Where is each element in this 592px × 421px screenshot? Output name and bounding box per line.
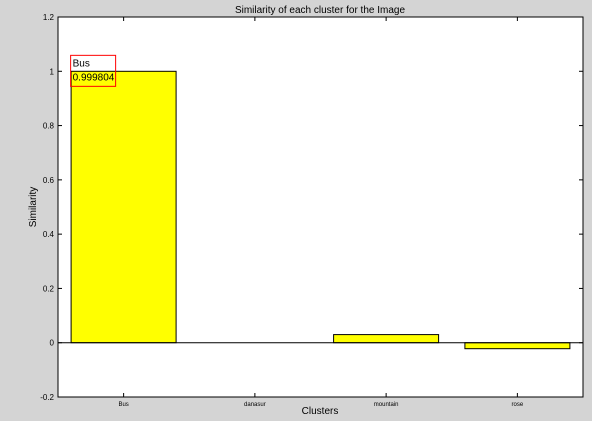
data-tip-box [70, 54, 117, 87]
bar-mountain [333, 334, 440, 344]
data-tip-value: 0.999804 [73, 72, 115, 83]
y-tick-label: 0.2 [43, 284, 55, 293]
x-tick-label: danasur [244, 402, 266, 408]
x-tick-label: rose [512, 402, 524, 408]
x-tick-label: mountain [374, 402, 399, 408]
data-tip: Bus 0.999804 [70, 54, 117, 87]
y-tick-label: -0.2 [40, 393, 54, 402]
y-tick-label: 0.4 [43, 230, 55, 239]
y-tick-label: 1 [50, 67, 55, 76]
y-tick-label: 0.6 [43, 176, 55, 185]
data-tip-name: Bus [73, 58, 90, 69]
chart-title: Similarity of each cluster for the Image [235, 5, 406, 16]
bar-Bus [70, 70, 177, 344]
y-tick-label: 1.2 [43, 13, 55, 22]
y-tick-label: 0 [50, 339, 55, 348]
x-tick-label: Bus [118, 402, 128, 408]
x-axis-label: Clusters [302, 406, 339, 416]
y-axis-label: Similarity [28, 187, 39, 228]
y-tick-label: 0.8 [43, 122, 55, 131]
bar-rose [464, 342, 571, 350]
